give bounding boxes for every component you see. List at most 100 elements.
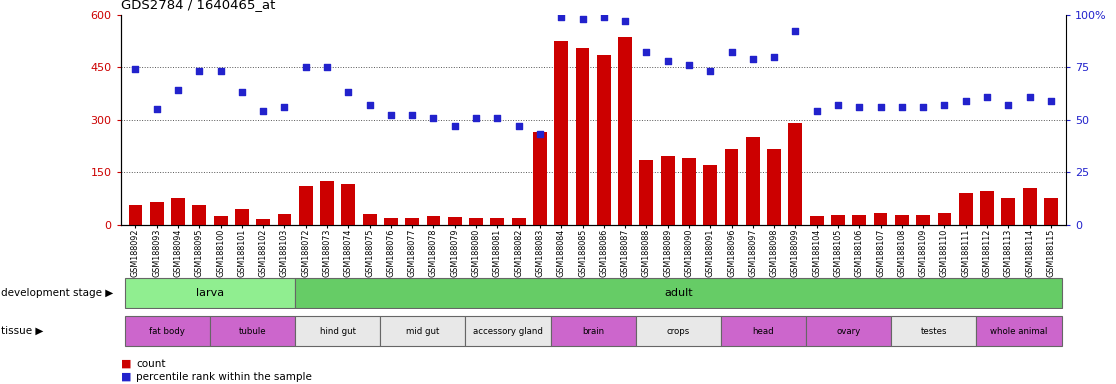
Bar bbox=[213, 216, 228, 225]
Bar bbox=[636, 316, 721, 346]
Bar bbox=[618, 37, 632, 225]
Bar bbox=[299, 186, 312, 225]
Bar bbox=[745, 137, 760, 225]
Bar bbox=[150, 202, 164, 225]
Bar bbox=[171, 199, 185, 225]
Bar bbox=[597, 55, 610, 225]
Bar bbox=[341, 184, 355, 225]
Point bbox=[1042, 98, 1060, 104]
Point bbox=[935, 102, 953, 108]
Bar bbox=[1043, 199, 1058, 225]
Point bbox=[170, 87, 187, 93]
Bar bbox=[192, 205, 206, 225]
Point bbox=[276, 104, 294, 110]
Bar bbox=[550, 316, 636, 346]
Bar bbox=[810, 216, 824, 225]
Point bbox=[893, 104, 911, 110]
Bar bbox=[721, 316, 806, 346]
Point bbox=[489, 114, 507, 121]
Text: ■: ■ bbox=[121, 372, 131, 382]
Bar bbox=[789, 123, 802, 225]
Point bbox=[744, 56, 762, 62]
Bar bbox=[125, 278, 295, 308]
Point bbox=[147, 106, 165, 112]
Point bbox=[318, 64, 336, 70]
Point bbox=[254, 108, 272, 114]
Bar bbox=[448, 217, 462, 225]
Bar bbox=[1001, 199, 1016, 225]
Bar bbox=[576, 48, 589, 225]
Text: accessory gland: accessory gland bbox=[473, 327, 542, 336]
Bar bbox=[465, 316, 550, 346]
Point bbox=[126, 66, 144, 72]
Point bbox=[382, 113, 400, 119]
Bar bbox=[892, 316, 976, 346]
Bar bbox=[916, 215, 930, 225]
Text: adult: adult bbox=[664, 288, 693, 298]
Bar bbox=[703, 165, 718, 225]
Bar bbox=[278, 214, 291, 225]
Bar bbox=[125, 316, 210, 346]
Bar bbox=[128, 205, 143, 225]
Point bbox=[680, 62, 698, 68]
Bar bbox=[724, 149, 739, 225]
Point bbox=[510, 123, 528, 129]
Point bbox=[574, 16, 591, 22]
Point bbox=[616, 18, 634, 24]
Bar bbox=[937, 214, 951, 225]
Bar bbox=[363, 214, 376, 225]
Bar bbox=[381, 316, 465, 346]
Text: brain: brain bbox=[583, 327, 604, 336]
Point bbox=[233, 89, 251, 95]
Text: mid gut: mid gut bbox=[406, 327, 440, 336]
Bar bbox=[426, 216, 441, 225]
Bar bbox=[235, 209, 249, 225]
Bar bbox=[405, 218, 420, 225]
Bar bbox=[555, 41, 568, 225]
Point bbox=[212, 68, 230, 74]
Point bbox=[403, 113, 421, 119]
Point bbox=[595, 13, 613, 20]
Text: development stage ▶: development stage ▶ bbox=[1, 288, 114, 298]
Point bbox=[424, 114, 442, 121]
Point bbox=[1021, 93, 1039, 99]
Text: count: count bbox=[136, 359, 165, 369]
Text: percentile rank within the sample: percentile rank within the sample bbox=[136, 372, 312, 382]
Point bbox=[956, 98, 974, 104]
Point bbox=[297, 64, 315, 70]
Text: tissue ▶: tissue ▶ bbox=[1, 326, 44, 336]
Text: hind gut: hind gut bbox=[319, 327, 356, 336]
Text: ovary: ovary bbox=[837, 327, 860, 336]
Point bbox=[531, 131, 549, 137]
Bar bbox=[639, 160, 653, 225]
Text: testes: testes bbox=[921, 327, 947, 336]
Bar bbox=[320, 181, 334, 225]
Text: ■: ■ bbox=[121, 359, 131, 369]
Point bbox=[446, 123, 464, 129]
Bar bbox=[490, 218, 504, 225]
Bar bbox=[895, 215, 908, 225]
Point bbox=[999, 102, 1017, 108]
Point bbox=[872, 104, 889, 110]
Bar bbox=[980, 191, 994, 225]
Text: larva: larva bbox=[196, 288, 224, 298]
Text: head: head bbox=[752, 327, 775, 336]
Point bbox=[468, 114, 485, 121]
Text: GDS2784 / 1640465_at: GDS2784 / 1640465_at bbox=[121, 0, 275, 11]
Bar bbox=[874, 214, 887, 225]
Point bbox=[766, 53, 783, 60]
Bar bbox=[295, 278, 1061, 308]
Bar bbox=[1022, 188, 1037, 225]
Point bbox=[829, 102, 847, 108]
Bar bbox=[469, 218, 483, 225]
Text: whole animal: whole animal bbox=[990, 327, 1048, 336]
Bar bbox=[257, 219, 270, 225]
Bar bbox=[682, 158, 696, 225]
Bar bbox=[831, 215, 845, 225]
Bar bbox=[512, 218, 526, 225]
Point bbox=[914, 104, 932, 110]
Bar bbox=[210, 316, 295, 346]
Bar bbox=[853, 215, 866, 225]
Point bbox=[787, 28, 805, 35]
Bar bbox=[976, 316, 1061, 346]
